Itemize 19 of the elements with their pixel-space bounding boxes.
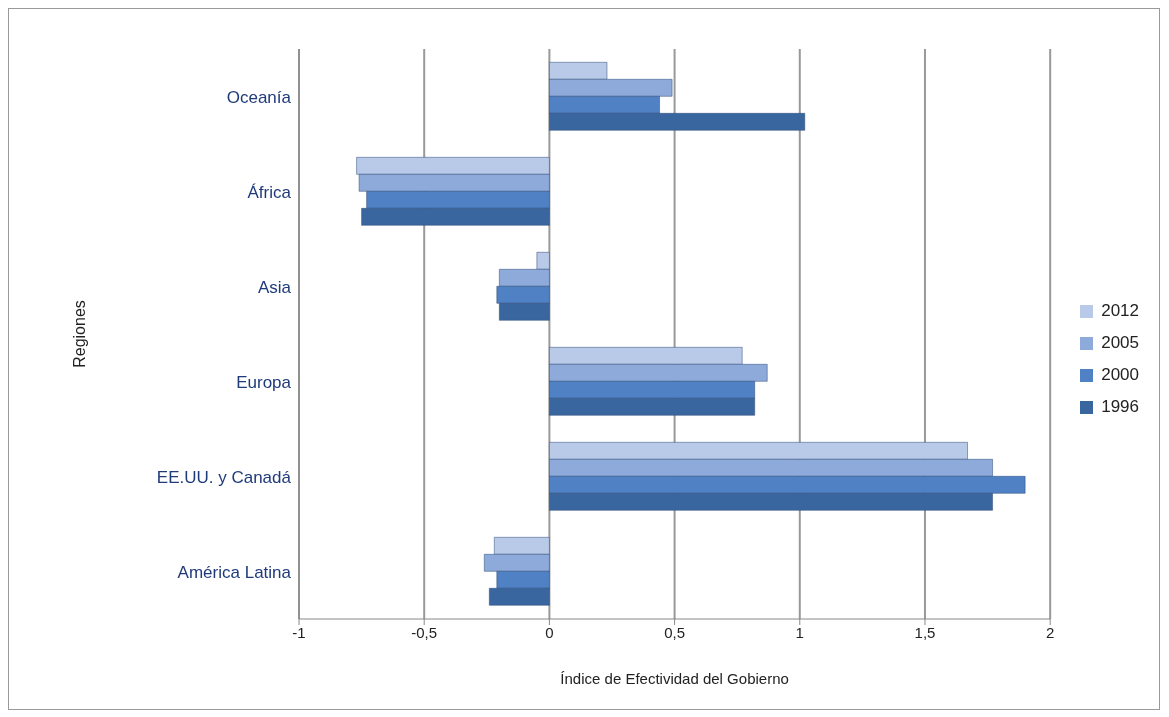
y-tick-label: EE.UU. y Canadá bbox=[156, 467, 292, 487]
y-tick-label: América Latina bbox=[177, 562, 292, 582]
y-axis-title: Regiones bbox=[70, 300, 88, 368]
x-tick-label: 0,5 bbox=[664, 623, 686, 641]
legend-label: 2005 bbox=[1101, 332, 1139, 354]
y-tick-label: Oceanía bbox=[226, 87, 292, 107]
y-tick-label: África bbox=[247, 182, 292, 202]
x-tick-label: 1,5 bbox=[914, 623, 936, 641]
legend-label: 2012 bbox=[1101, 300, 1139, 322]
legend-label: 2000 bbox=[1101, 364, 1139, 386]
x-tick-label: 1 bbox=[795, 623, 804, 641]
x-tick-label: -1 bbox=[292, 623, 306, 641]
y-tick-label: Europa bbox=[236, 372, 292, 392]
x-tick-label: -0,5 bbox=[411, 623, 438, 641]
x-tick-label: 2 bbox=[1046, 623, 1055, 641]
x-axis-title: Índice de Efectividad del Gobierno bbox=[560, 670, 789, 687]
legend-label: 1996 bbox=[1101, 396, 1139, 418]
x-tick-label: 0 bbox=[545, 623, 554, 641]
y-tick-label: Asia bbox=[257, 277, 292, 297]
